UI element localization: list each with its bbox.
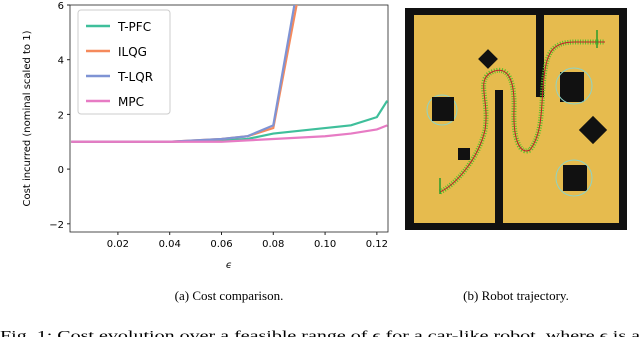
legend-label: ILQG <box>118 45 147 59</box>
y-tick-label: 2 <box>58 110 64 121</box>
x-tick-label: 0.12 <box>366 239 388 250</box>
plot-frame <box>69 4 389 233</box>
legend-label: T-LQR <box>117 70 153 84</box>
lines <box>71 5 388 143</box>
y-tick-label: 0 <box>58 165 64 176</box>
x-tick-label: 0.02 <box>107 239 129 250</box>
caption: (b) Robot trajectory. <box>463 288 569 303</box>
legend-box <box>77 9 171 115</box>
caption: (a) Cost comparison. <box>175 288 284 303</box>
x-tick-label: 0.10 <box>314 239 336 250</box>
legend: T-PFC ILQG T-LQR MPC <box>77 9 171 115</box>
y-tick-label: 6 <box>58 1 64 12</box>
robot-trajectory-image <box>405 8 627 230</box>
x-tick-label: 0.04 <box>159 239 181 250</box>
x-tick-label: 0.08 <box>262 239 284 250</box>
x-axis-label: ϵ <box>226 260 232 271</box>
y-axis-label: Cost incurred (nominal scaled to 1) <box>22 30 33 206</box>
figure-caption: Fig. 1: Cost evolution over a feasible r… <box>0 329 640 337</box>
legend-label: MPC <box>118 95 144 109</box>
y-tick-label: 4 <box>58 56 64 67</box>
x-tick-label: 0.06 <box>210 239 232 250</box>
cost-chart: 0.02 0.04 0.06 0.08 0.10 0.12 −2 0 2 4 6 ϵ Cost incu… <box>22 1 389 271</box>
y-tick-label: −2 <box>49 220 64 231</box>
series-line <box>71 124 388 143</box>
legend-label: T-PFC <box>117 20 151 34</box>
